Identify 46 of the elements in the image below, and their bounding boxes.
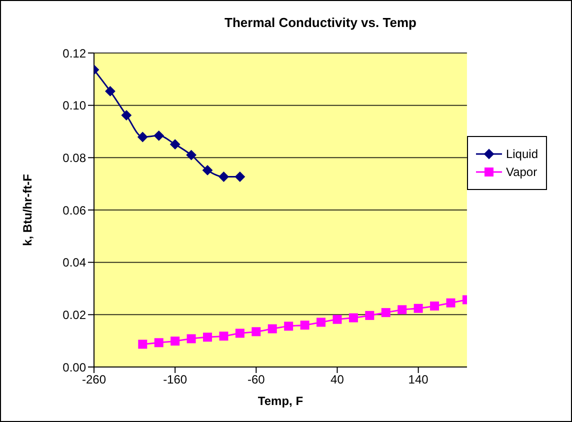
point — [235, 328, 244, 338]
x-axis-title: Temp, F — [258, 394, 304, 408]
point — [398, 305, 407, 314]
point — [186, 334, 196, 344]
point — [218, 172, 229, 182]
chart-title: Thermal Conductivity vs. Temp — [224, 15, 418, 30]
point — [365, 310, 374, 320]
x-tick-label: -160 — [163, 372, 188, 387]
y-tick-label: 0.06 — [62, 203, 86, 218]
point — [203, 332, 212, 342]
x-tick-label: -60 — [247, 372, 266, 387]
y-tick-label: 0.08 — [62, 150, 86, 165]
point — [234, 172, 245, 182]
point — [284, 322, 294, 331]
y-axis-title: k, Btu/hr-ft-F — [20, 174, 34, 246]
point — [154, 130, 164, 141]
y-tick-label: 0.04 — [62, 256, 86, 270]
point — [170, 139, 180, 150]
point — [170, 336, 180, 346]
y-tick-label: 0.10 — [62, 98, 86, 113]
point — [268, 324, 277, 334]
point — [105, 86, 116, 96]
point — [219, 332, 228, 341]
point — [202, 165, 213, 176]
x-tick-label: 140 — [408, 372, 429, 387]
y-tick-label: 0.12 — [62, 46, 86, 60]
y-tick-label: 0.02 — [62, 308, 86, 322]
point — [252, 327, 261, 336]
point — [138, 340, 148, 349]
point — [430, 302, 440, 311]
point — [381, 308, 390, 318]
legend-label: Liquid — [506, 147, 538, 161]
point — [138, 132, 148, 142]
legend-label: Vapor — [506, 165, 538, 179]
point — [186, 150, 196, 160]
point — [348, 313, 358, 322]
point — [121, 110, 132, 120]
x-tick-label: -260 — [82, 372, 106, 387]
point — [414, 304, 423, 313]
point — [332, 314, 342, 324]
point — [316, 318, 326, 327]
x-tick-label: 40 — [330, 372, 344, 387]
y-tick-label: 0.00 — [62, 360, 86, 374]
point — [446, 298, 456, 308]
point — [300, 320, 310, 330]
point — [154, 338, 164, 348]
